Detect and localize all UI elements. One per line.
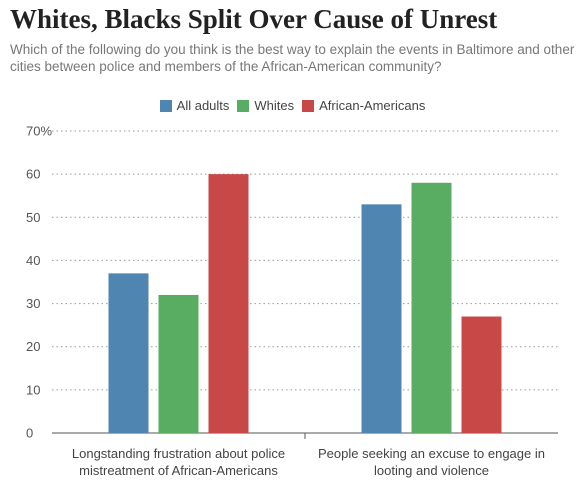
- category-label: mistreatment of African-Americans: [79, 463, 278, 478]
- y-tick-label: 70%: [26, 124, 52, 139]
- legend-swatch: [302, 99, 315, 112]
- legend-item-african-americans: African-Americans: [302, 98, 425, 113]
- y-tick-label: 10: [26, 382, 40, 397]
- bar: [411, 182, 452, 433]
- y-tick-label: 60: [26, 167, 40, 182]
- legend-item-whites: Whites: [237, 98, 294, 113]
- legend-swatch: [237, 99, 250, 112]
- y-tick-label: 0: [26, 426, 33, 441]
- legend-label: African-Americans: [319, 98, 426, 113]
- category-label: looting and violence: [374, 463, 489, 478]
- bar: [361, 204, 402, 433]
- legend-swatch: [159, 99, 172, 112]
- y-tick-label: 30: [26, 296, 40, 311]
- legend: All adults Whites African-Americans: [0, 98, 585, 113]
- legend-label: Whites: [254, 98, 295, 113]
- category-label: People seeking an excuse to engage in: [318, 446, 545, 461]
- y-tick-label: 50: [26, 210, 40, 225]
- y-tick-label: 20: [26, 339, 40, 354]
- legend-item-all-adults: All adults: [159, 98, 230, 113]
- bar: [461, 316, 502, 433]
- category-label: Longstanding frustration about police: [72, 446, 285, 461]
- y-tick-label: 40: [26, 253, 40, 268]
- chart-title: Whites, Blacks Split Over Cause of Unres…: [10, 4, 498, 34]
- bar: [158, 294, 199, 433]
- bar: [108, 273, 149, 433]
- legend-label: All adults: [176, 98, 230, 113]
- chart-subtitle: Which of the following do you think is t…: [10, 42, 575, 74]
- bar: [208, 174, 249, 433]
